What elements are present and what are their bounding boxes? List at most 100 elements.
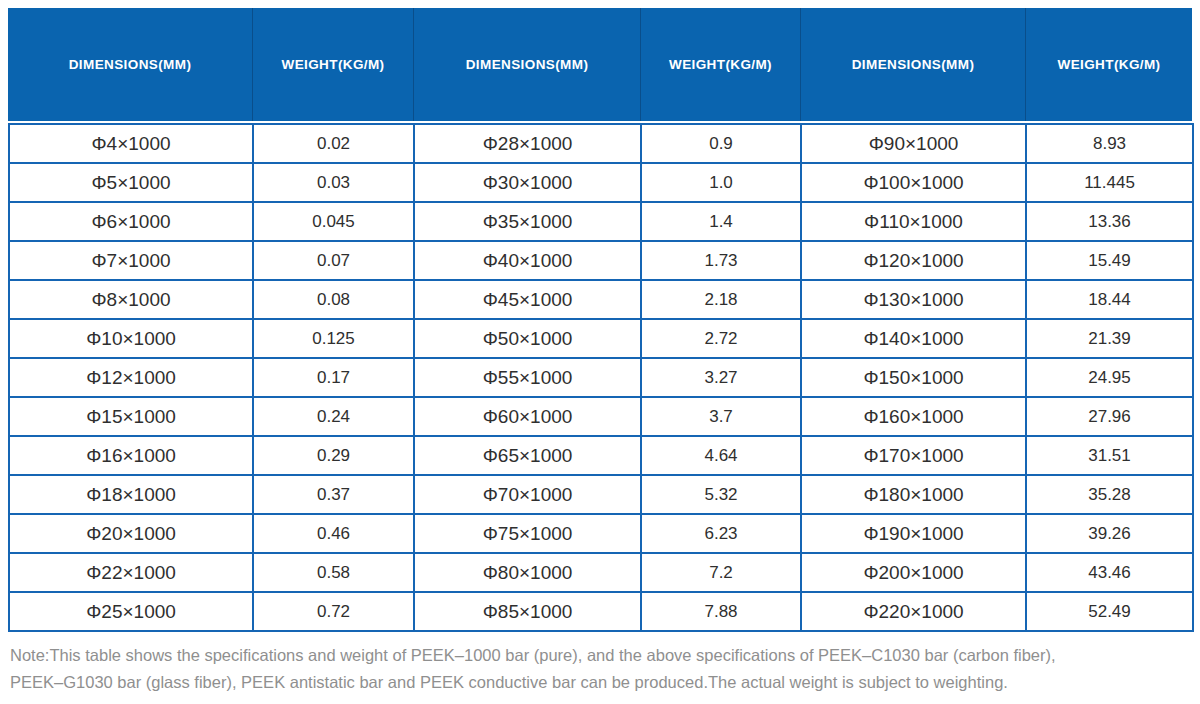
weight-cell: 24.95 — [1026, 358, 1193, 397]
dimension-cell: Φ110×1000 — [801, 202, 1026, 241]
dimension-cell: Φ28×1000 — [414, 124, 641, 163]
weight-cell: 31.51 — [1026, 436, 1193, 475]
table-row: Φ25×10000.72Φ85×10007.88Φ220×100052.49 — [9, 592, 1193, 631]
dimension-cell: Φ8×1000 — [9, 280, 253, 319]
dimension-cell: Φ16×1000 — [9, 436, 253, 475]
weight-cell: 1.4 — [641, 202, 801, 241]
weight-cell: 3.7 — [641, 397, 801, 436]
dimension-cell: Φ140×1000 — [801, 319, 1026, 358]
weight-cell: 5.32 — [641, 475, 801, 514]
table-row: Φ16×10000.29Φ65×10004.64Φ170×100031.51 — [9, 436, 1193, 475]
weight-cell: 1.73 — [641, 241, 801, 280]
weight-cell: 0.37 — [253, 475, 414, 514]
header-dimensions-1: DIMENSIONS(MM) — [8, 8, 252, 121]
weight-cell: 27.96 — [1026, 397, 1193, 436]
dimension-cell: Φ22×1000 — [9, 553, 253, 592]
weight-cell: 0.125 — [253, 319, 414, 358]
dimension-cell: Φ40×1000 — [414, 241, 641, 280]
note-line-1: Note:This table shows the specifications… — [10, 642, 1194, 669]
header-dimensions-3: DIMENSIONS(MM) — [800, 8, 1025, 121]
dimension-cell: Φ15×1000 — [9, 397, 253, 436]
weight-cell: 21.39 — [1026, 319, 1193, 358]
table-row: Φ7×10000.07Φ40×10001.73Φ120×100015.49 — [9, 241, 1193, 280]
weight-cell: 2.72 — [641, 319, 801, 358]
table-row: Φ12×10000.17Φ55×10003.27Φ150×100024.95 — [9, 358, 1193, 397]
dimension-cell: Φ220×1000 — [801, 592, 1026, 631]
dimension-cell: Φ75×1000 — [414, 514, 641, 553]
table-row: Φ10×10000.125Φ50×10002.72Φ140×100021.39 — [9, 319, 1193, 358]
weight-cell: 6.23 — [641, 514, 801, 553]
header-weight-2: WEIGHT(KG/M) — [640, 8, 800, 121]
dimension-cell: Φ7×1000 — [9, 241, 253, 280]
dimension-cell: Φ80×1000 — [414, 553, 641, 592]
dimension-cell: Φ160×1000 — [801, 397, 1026, 436]
dimension-cell: Φ90×1000 — [801, 124, 1026, 163]
dimension-cell: Φ130×1000 — [801, 280, 1026, 319]
weight-cell: 0.17 — [253, 358, 414, 397]
weight-cell: 8.93 — [1026, 124, 1193, 163]
weight-cell: 3.27 — [641, 358, 801, 397]
weight-cell: 43.46 — [1026, 553, 1193, 592]
dimension-cell: Φ5×1000 — [9, 163, 253, 202]
dimension-cell: Φ35×1000 — [414, 202, 641, 241]
dimension-cell: Φ45×1000 — [414, 280, 641, 319]
table-row: Φ22×10000.58Φ80×10007.2Φ200×100043.46 — [9, 553, 1193, 592]
dimension-cell: Φ12×1000 — [9, 358, 253, 397]
weight-cell: 7.88 — [641, 592, 801, 631]
weight-cell: 0.02 — [253, 124, 414, 163]
weight-cell: 18.44 — [1026, 280, 1193, 319]
note-line-2: PEEK–G1030 bar (glass fiber), PEEK antis… — [10, 669, 1194, 696]
dimension-cell: Φ18×1000 — [9, 475, 253, 514]
weight-cell: 0.24 — [253, 397, 414, 436]
table-row: Φ20×10000.46Φ75×10006.23Φ190×100039.26 — [9, 514, 1193, 553]
weight-cell: 13.36 — [1026, 202, 1193, 241]
dimension-cell: Φ120×1000 — [801, 241, 1026, 280]
weight-cell: 0.72 — [253, 592, 414, 631]
dimension-cell: Φ200×1000 — [801, 553, 1026, 592]
peek-bar-spec-page: DIMENSIONS(MM) WEIGHT(KG/M) DIMENSIONS(M… — [0, 0, 1200, 704]
dimension-cell: Φ85×1000 — [414, 592, 641, 631]
dimension-cell: Φ100×1000 — [801, 163, 1026, 202]
table-note: Note:This table shows the specifications… — [10, 642, 1194, 696]
spec-table: DIMENSIONS(MM) WEIGHT(KG/M) DIMENSIONS(M… — [8, 8, 1192, 632]
weight-cell: 0.9 — [641, 124, 801, 163]
dimension-cell: Φ25×1000 — [9, 592, 253, 631]
header-weight-3: WEIGHT(KG/M) — [1025, 8, 1192, 121]
weight-cell: 52.49 — [1026, 592, 1193, 631]
weight-cell: 39.26 — [1026, 514, 1193, 553]
weight-cell: 1.0 — [641, 163, 801, 202]
table-row: Φ8×10000.08Φ45×10002.18Φ130×100018.44 — [9, 280, 1193, 319]
dimension-cell: Φ10×1000 — [9, 319, 253, 358]
weight-cell: 0.58 — [253, 553, 414, 592]
dimension-cell: Φ65×1000 — [414, 436, 641, 475]
dimension-cell: Φ180×1000 — [801, 475, 1026, 514]
header-dimensions-2: DIMENSIONS(MM) — [413, 8, 640, 121]
weight-cell: 11.445 — [1026, 163, 1193, 202]
weight-cell: 0.46 — [253, 514, 414, 553]
weight-cell: 0.07 — [253, 241, 414, 280]
table-row: Φ6×10000.045Φ35×10001.4Φ110×100013.36 — [9, 202, 1193, 241]
table-row: Φ15×10000.24Φ60×10003.7Φ160×100027.96 — [9, 397, 1193, 436]
table-row: Φ18×10000.37Φ70×10005.32Φ180×100035.28 — [9, 475, 1193, 514]
dimension-cell: Φ190×1000 — [801, 514, 1026, 553]
dimension-cell: Φ70×1000 — [414, 475, 641, 514]
dimension-cell: Φ50×1000 — [414, 319, 641, 358]
weight-cell: 0.03 — [253, 163, 414, 202]
weight-cell: 2.18 — [641, 280, 801, 319]
weight-cell: 35.28 — [1026, 475, 1193, 514]
weight-cell: 0.045 — [253, 202, 414, 241]
weight-cell: 4.64 — [641, 436, 801, 475]
dimension-cell: Φ60×1000 — [414, 397, 641, 436]
weight-cell: 7.2 — [641, 553, 801, 592]
table-header-row: DIMENSIONS(MM) WEIGHT(KG/M) DIMENSIONS(M… — [8, 8, 1192, 121]
dimension-cell: Φ55×1000 — [414, 358, 641, 397]
dimension-cell: Φ150×1000 — [801, 358, 1026, 397]
dimension-cell: Φ4×1000 — [9, 124, 253, 163]
table-row: Φ5×10000.03Φ30×10001.0Φ100×100011.445 — [9, 163, 1193, 202]
weight-cell: 15.49 — [1026, 241, 1193, 280]
spec-table-body: Φ4×10000.02Φ28×10000.9Φ90×10008.93Φ5×100… — [8, 123, 1194, 632]
weight-cell: 0.08 — [253, 280, 414, 319]
dimension-cell: Φ170×1000 — [801, 436, 1026, 475]
table-row: Φ4×10000.02Φ28×10000.9Φ90×10008.93 — [9, 124, 1193, 163]
dimension-cell: Φ6×1000 — [9, 202, 253, 241]
